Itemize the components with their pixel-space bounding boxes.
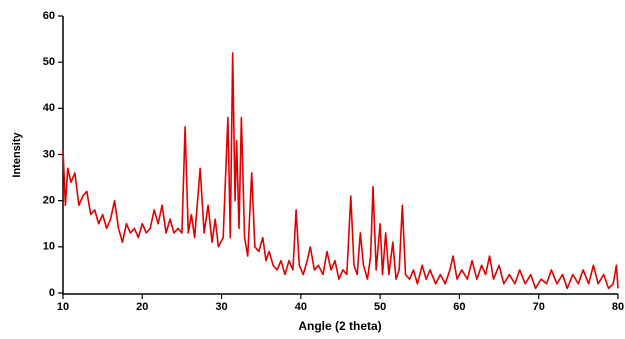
y-tick-label: 30 <box>43 148 55 160</box>
y-axis-label: Intensity <box>11 132 23 178</box>
x-tick-label: 30 <box>215 301 227 313</box>
y-tick-label: 10 <box>43 241 55 253</box>
x-tick-label: 70 <box>533 301 545 313</box>
x-axis-label: Angle (2 theta) <box>298 319 381 333</box>
y-tick-label: 50 <box>43 56 55 68</box>
x-tick-label: 60 <box>453 301 465 313</box>
y-tick-label: 40 <box>43 102 55 114</box>
y-tick-label: 60 <box>43 10 55 22</box>
data-line <box>62 52 619 290</box>
x-tick-label: 50 <box>374 301 386 313</box>
x-tick-label: 10 <box>57 301 69 313</box>
x-tick-label: 40 <box>295 301 307 313</box>
y-tick-label: 0 <box>49 287 55 299</box>
y-tick-label: 20 <box>43 195 55 207</box>
x-tick-label: 20 <box>136 301 148 313</box>
x-tick-label: 80 <box>612 301 624 313</box>
